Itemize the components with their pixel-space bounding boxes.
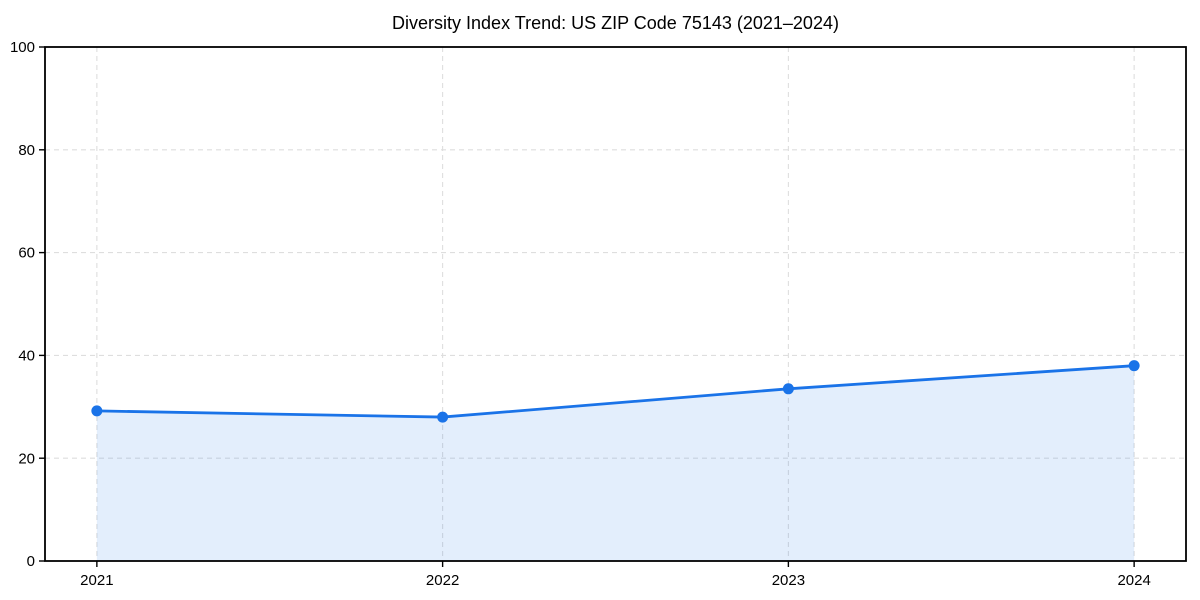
y-tick-label: 0 <box>27 553 35 570</box>
y-tick-label: 80 <box>18 142 35 159</box>
trend-line <box>95 364 1136 419</box>
x-tick-label: 2023 <box>772 572 805 589</box>
y-tick-label: 100 <box>10 39 35 56</box>
data-point <box>1128 360 1140 372</box>
data-point <box>782 383 794 395</box>
y-tick-label: 20 <box>18 450 35 467</box>
chart-title: Diversity Index Trend: US ZIP Code 75143… <box>392 13 839 33</box>
x-tick-label: 2024 <box>1117 572 1150 589</box>
area-fill <box>96 365 1135 561</box>
y-tick-label: 60 <box>18 245 35 262</box>
plot-border <box>44 46 1187 562</box>
x-tick-label: 2021 <box>80 572 113 589</box>
data-point <box>437 411 449 423</box>
x-tick-label: 2022 <box>426 572 459 589</box>
data-point <box>91 405 103 417</box>
y-tick-label: 40 <box>18 348 35 365</box>
